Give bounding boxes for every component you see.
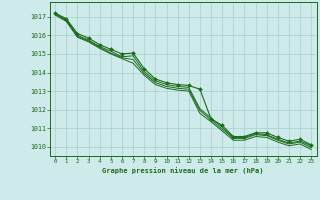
X-axis label: Graphe pression niveau de la mer (hPa): Graphe pression niveau de la mer (hPa): [102, 167, 264, 174]
